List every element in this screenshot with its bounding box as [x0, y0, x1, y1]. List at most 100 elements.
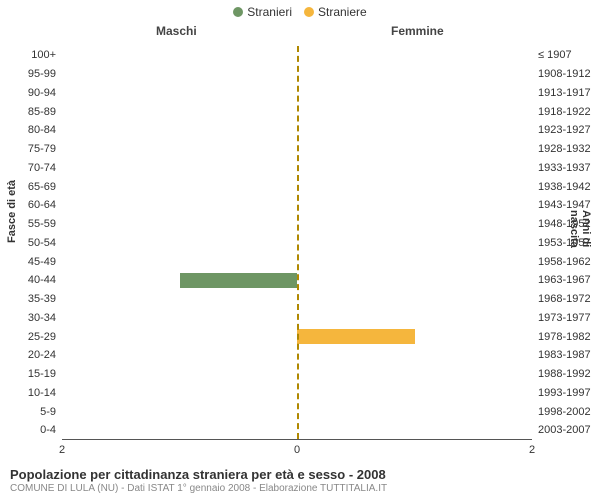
bars-male [62, 46, 297, 439]
bar-row-male [62, 402, 297, 421]
bar-row-male [62, 196, 297, 215]
bar-row-female [297, 384, 532, 403]
bar-row-female [297, 84, 532, 103]
bar-row-female [297, 234, 532, 253]
bar-row-female [297, 46, 532, 65]
age-tick-label: 15-19 [0, 368, 56, 380]
age-tick-label: 80-84 [0, 124, 56, 136]
bar-row-female [297, 365, 532, 384]
birth-tick-label: 1933-1937 [538, 162, 598, 174]
birth-tick: 1913-1917 [534, 84, 598, 103]
bar-row-male [62, 121, 297, 140]
age-tick: 0-4 [0, 421, 60, 440]
birth-tick-label: 2003-2007 [538, 424, 598, 436]
age-tick-label: 90-94 [0, 87, 56, 99]
birth-tick: ≤ 1907 [534, 46, 598, 65]
birth-tick: 1928-1932 [534, 140, 598, 159]
birth-tick-label: 1958-1962 [538, 256, 598, 268]
bar-row-male [62, 365, 297, 384]
age-tick: 15-19 [0, 365, 60, 384]
age-tick: 70-74 [0, 159, 60, 178]
bar-row-male [62, 177, 297, 196]
bars-female [297, 46, 532, 439]
x-tick: 2 [59, 444, 65, 456]
bar-row-male [62, 327, 297, 346]
bar-row-male [62, 65, 297, 84]
birth-tick-label: 1988-1992 [538, 368, 598, 380]
birth-tick: 1923-1927 [534, 121, 598, 140]
caption-title: Popolazione per cittadinanza straniera p… [10, 468, 590, 483]
bar-row-male [62, 159, 297, 178]
bar-row-male [62, 215, 297, 234]
bar-row-male [62, 309, 297, 328]
birth-tick: 1918-1922 [534, 102, 598, 121]
y-axis-left-label: Fasce di età [6, 180, 18, 243]
birth-tick: 1993-1997 [534, 384, 598, 403]
age-tick-label: 85-89 [0, 106, 56, 118]
birth-tick: 1958-1962 [534, 252, 598, 271]
bar-row-female [297, 177, 532, 196]
bar-row-male [62, 84, 297, 103]
age-tick-label: 100+ [0, 49, 56, 61]
birth-tick-label: 1928-1932 [538, 143, 598, 155]
bar-row-female [297, 196, 532, 215]
age-tick-label: 45-49 [0, 256, 56, 268]
bar-row-female [297, 346, 532, 365]
birth-tick: 1908-1912 [534, 65, 598, 84]
bar-row-female [297, 65, 532, 84]
y-axis-right-label: Anni di nascita [568, 210, 592, 248]
birth-tick-label: 1908-1912 [538, 68, 598, 80]
birth-tick-label: 1918-1922 [538, 106, 598, 118]
age-tick-label: 35-39 [0, 293, 56, 305]
birth-tick-label: 1913-1917 [538, 87, 598, 99]
x-axis-ticks: 202 [62, 444, 532, 458]
bar-row-male [62, 421, 297, 440]
age-tick: 80-84 [0, 121, 60, 140]
birth-tick: 2003-2007 [534, 421, 598, 440]
title-female: Femmine [391, 24, 444, 38]
birth-tick: 1998-2002 [534, 402, 598, 421]
bar-row-female [297, 271, 532, 290]
birth-tick-label: 1993-1997 [538, 387, 598, 399]
age-tick: 95-99 [0, 65, 60, 84]
birth-tick-label: 1973-1977 [538, 312, 598, 324]
bar-row-male [62, 346, 297, 365]
birth-tick: 1968-1972 [534, 290, 598, 309]
bar-row-female [297, 215, 532, 234]
bar-row-male [62, 46, 297, 65]
age-tick-label: 10-14 [0, 387, 56, 399]
column-titles: Maschi Femmine [0, 24, 600, 42]
center-line [297, 46, 299, 439]
bar-row-male [62, 140, 297, 159]
legend-label: Stranieri [247, 5, 292, 19]
birth-tick-label: 1938-1942 [538, 181, 598, 193]
bar-row-female [297, 102, 532, 121]
birth-tick-label: 1998-2002 [538, 406, 598, 418]
legend-item: Straniere [304, 4, 367, 19]
bar-row-male [62, 290, 297, 309]
birth-tick-label: ≤ 1907 [538, 49, 598, 61]
age-tick: 10-14 [0, 384, 60, 403]
bar-row-male [62, 271, 297, 290]
birth-tick: 1938-1942 [534, 177, 598, 196]
birth-tick-label: 1978-1982 [538, 331, 598, 343]
birth-tick: 1983-1987 [534, 346, 598, 365]
age-tick-label: 30-34 [0, 312, 56, 324]
birth-tick-label: 1963-1967 [538, 274, 598, 286]
bar-row-female [297, 159, 532, 178]
bar-row-female [297, 421, 532, 440]
birth-tick: 1973-1977 [534, 309, 598, 328]
birth-tick: 1978-1982 [534, 327, 598, 346]
age-tick: 100+ [0, 46, 60, 65]
age-tick-label: 95-99 [0, 68, 56, 80]
age-tick: 5-9 [0, 402, 60, 421]
x-tick: 2 [529, 444, 535, 456]
legend-label: Straniere [318, 5, 367, 19]
age-tick: 25-29 [0, 327, 60, 346]
bar-row-female [297, 140, 532, 159]
bar-row-male [62, 234, 297, 253]
age-tick: 90-94 [0, 84, 60, 103]
birth-tick-label: 1923-1927 [538, 124, 598, 136]
legend-dot-icon [304, 7, 314, 17]
title-male: Maschi [156, 24, 197, 38]
